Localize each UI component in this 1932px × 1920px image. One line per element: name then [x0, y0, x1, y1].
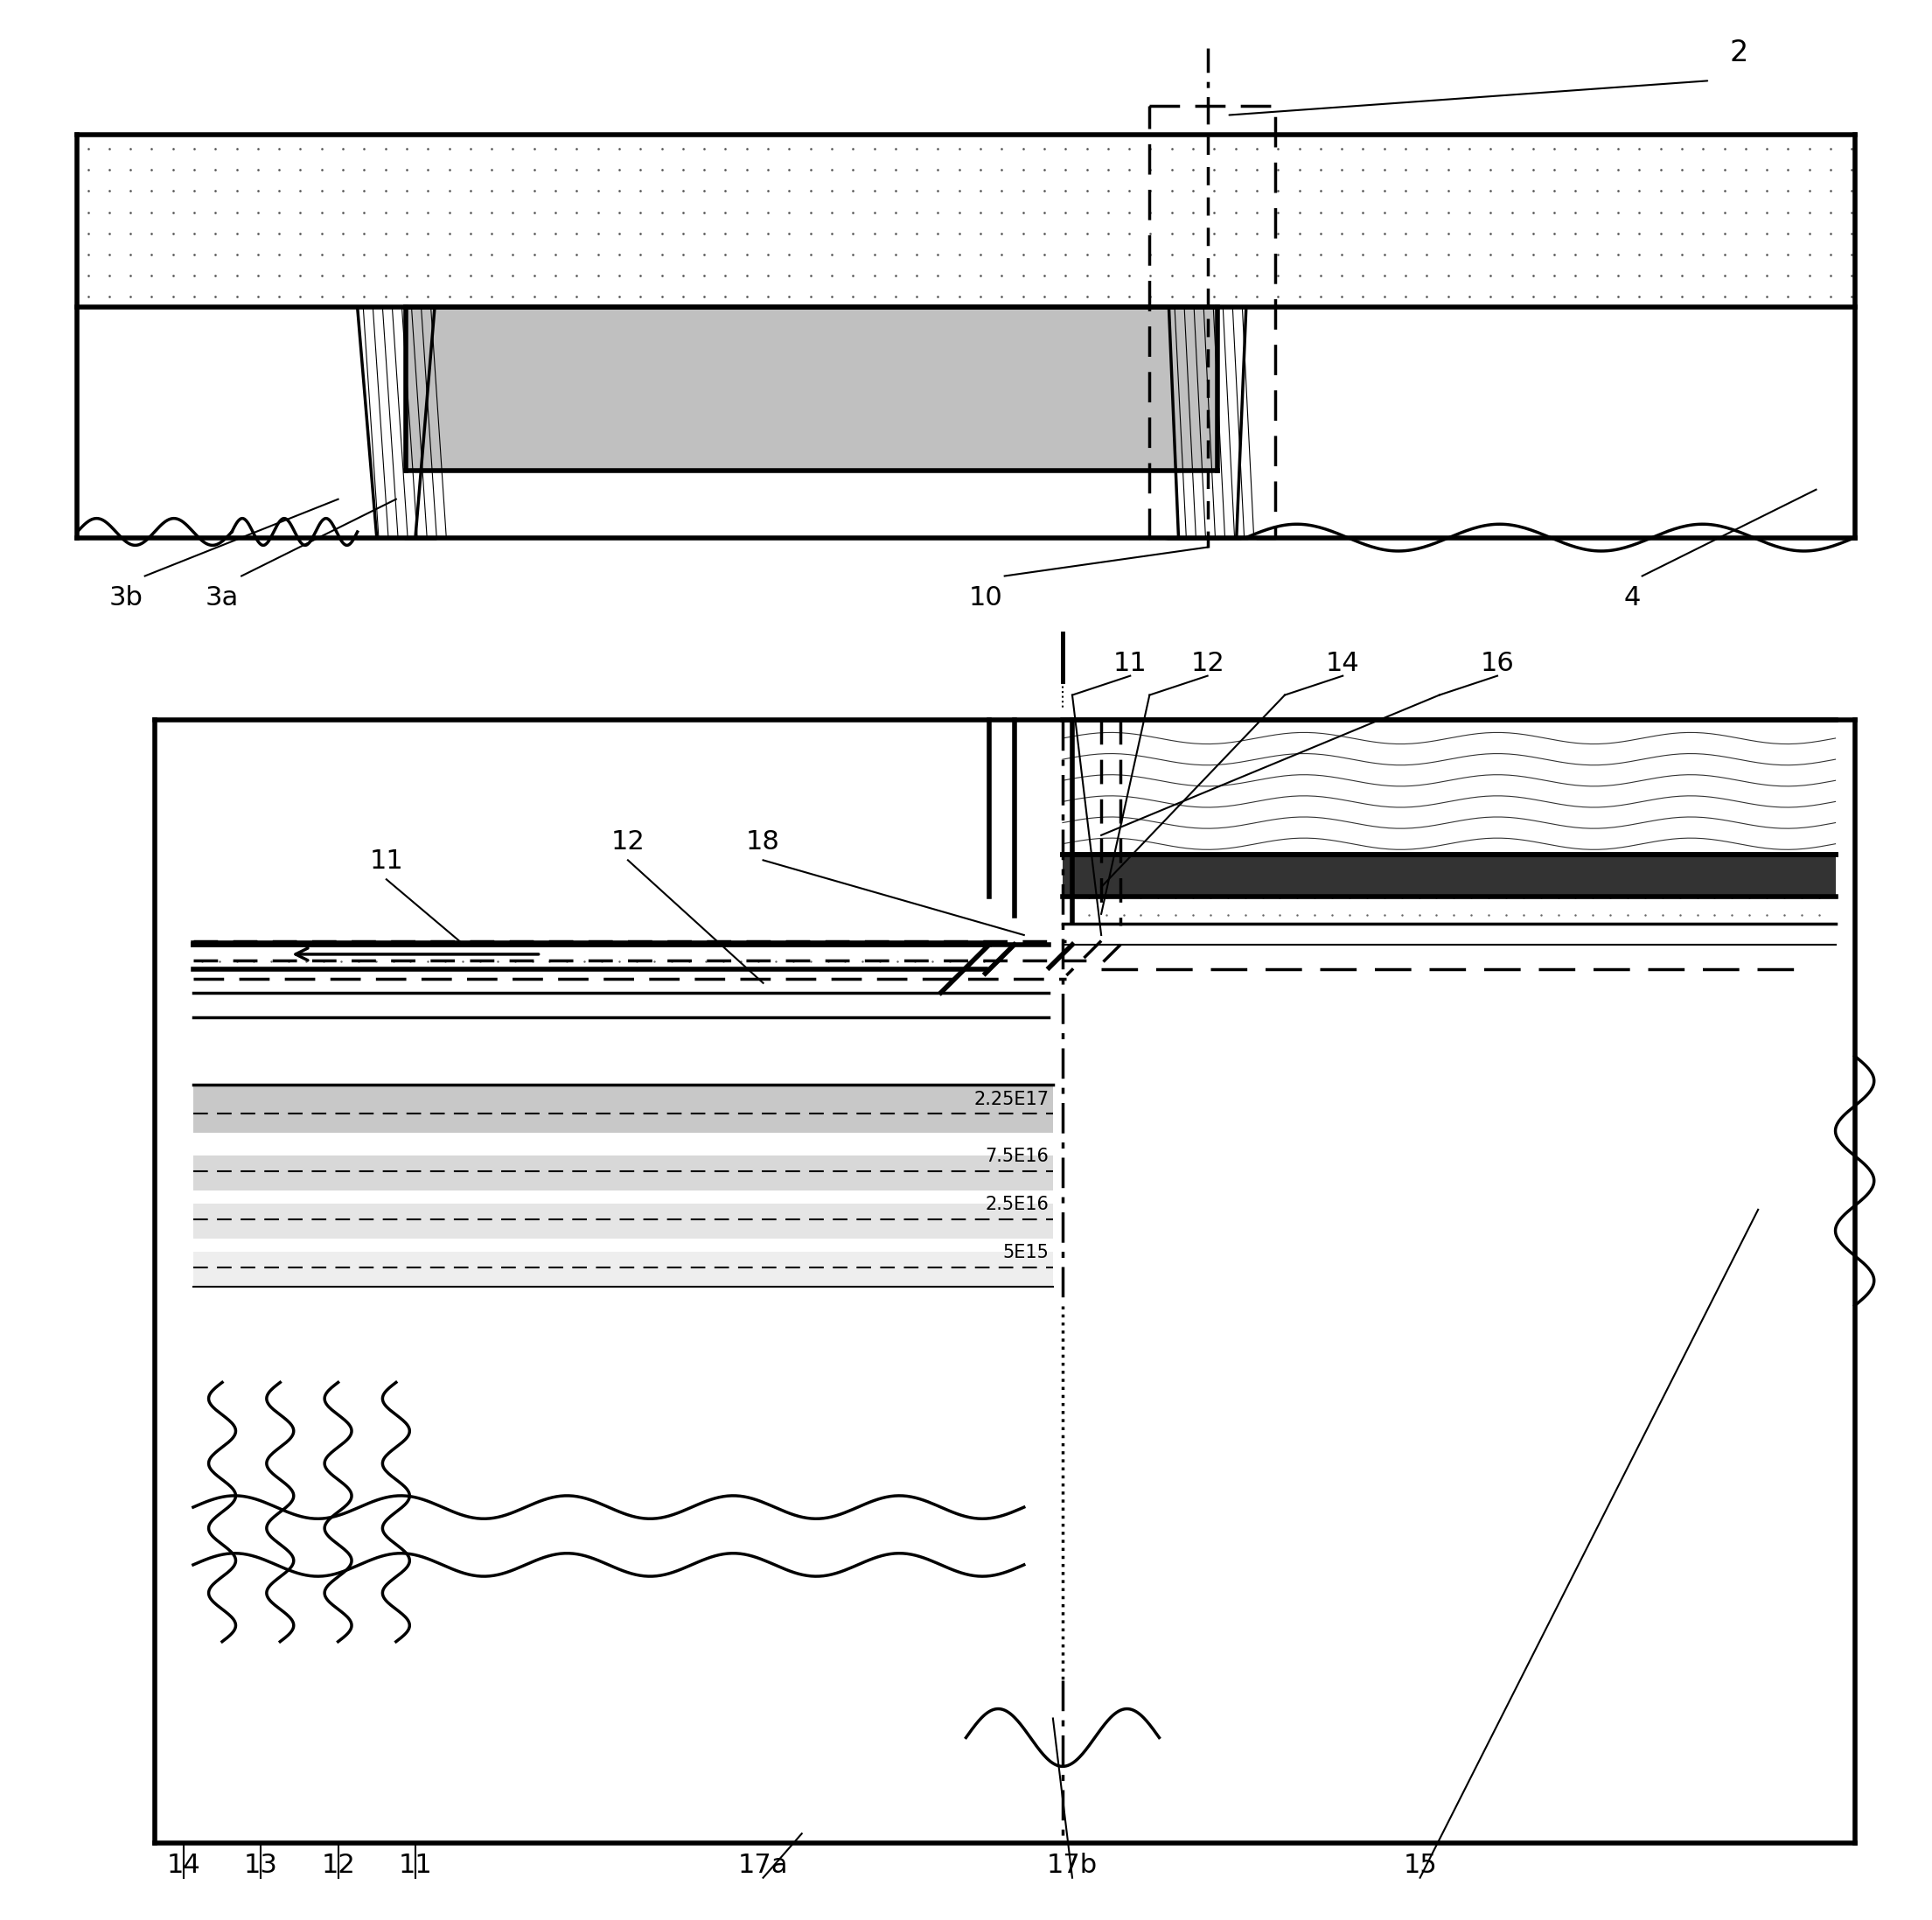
Text: 12: 12 — [321, 1853, 355, 1878]
Text: 3b: 3b — [108, 586, 143, 611]
Text: 13: 13 — [243, 1853, 278, 1878]
Text: 11: 11 — [369, 849, 404, 874]
Text: 2: 2 — [1729, 38, 1748, 67]
Text: 17a: 17a — [738, 1853, 788, 1878]
Text: 12: 12 — [611, 829, 645, 854]
Text: 18: 18 — [746, 829, 781, 854]
Text: 2.5E16: 2.5E16 — [985, 1196, 1049, 1213]
Text: 11: 11 — [398, 1853, 433, 1878]
Bar — [193, 1252, 1053, 1286]
Text: 10: 10 — [968, 586, 1003, 611]
Text: 15: 15 — [1403, 1853, 1437, 1878]
Text: 7.5E16: 7.5E16 — [985, 1148, 1049, 1165]
Bar — [193, 1156, 1053, 1190]
Bar — [77, 307, 1855, 538]
Text: 3a: 3a — [205, 586, 240, 611]
Text: 5E15: 5E15 — [1003, 1244, 1049, 1261]
Text: 16: 16 — [1480, 651, 1515, 676]
Bar — [406, 307, 1217, 470]
Text: 17b: 17b — [1047, 1853, 1097, 1878]
Text: 14: 14 — [1325, 651, 1360, 676]
Text: 12: 12 — [1190, 651, 1225, 676]
Text: 4: 4 — [1625, 586, 1640, 611]
Bar — [193, 1085, 1053, 1133]
Text: 11: 11 — [1113, 651, 1148, 676]
Bar — [193, 1204, 1053, 1238]
Text: 14: 14 — [166, 1853, 201, 1878]
Text: 2.25E17: 2.25E17 — [974, 1091, 1049, 1108]
Bar — [1063, 854, 1835, 897]
